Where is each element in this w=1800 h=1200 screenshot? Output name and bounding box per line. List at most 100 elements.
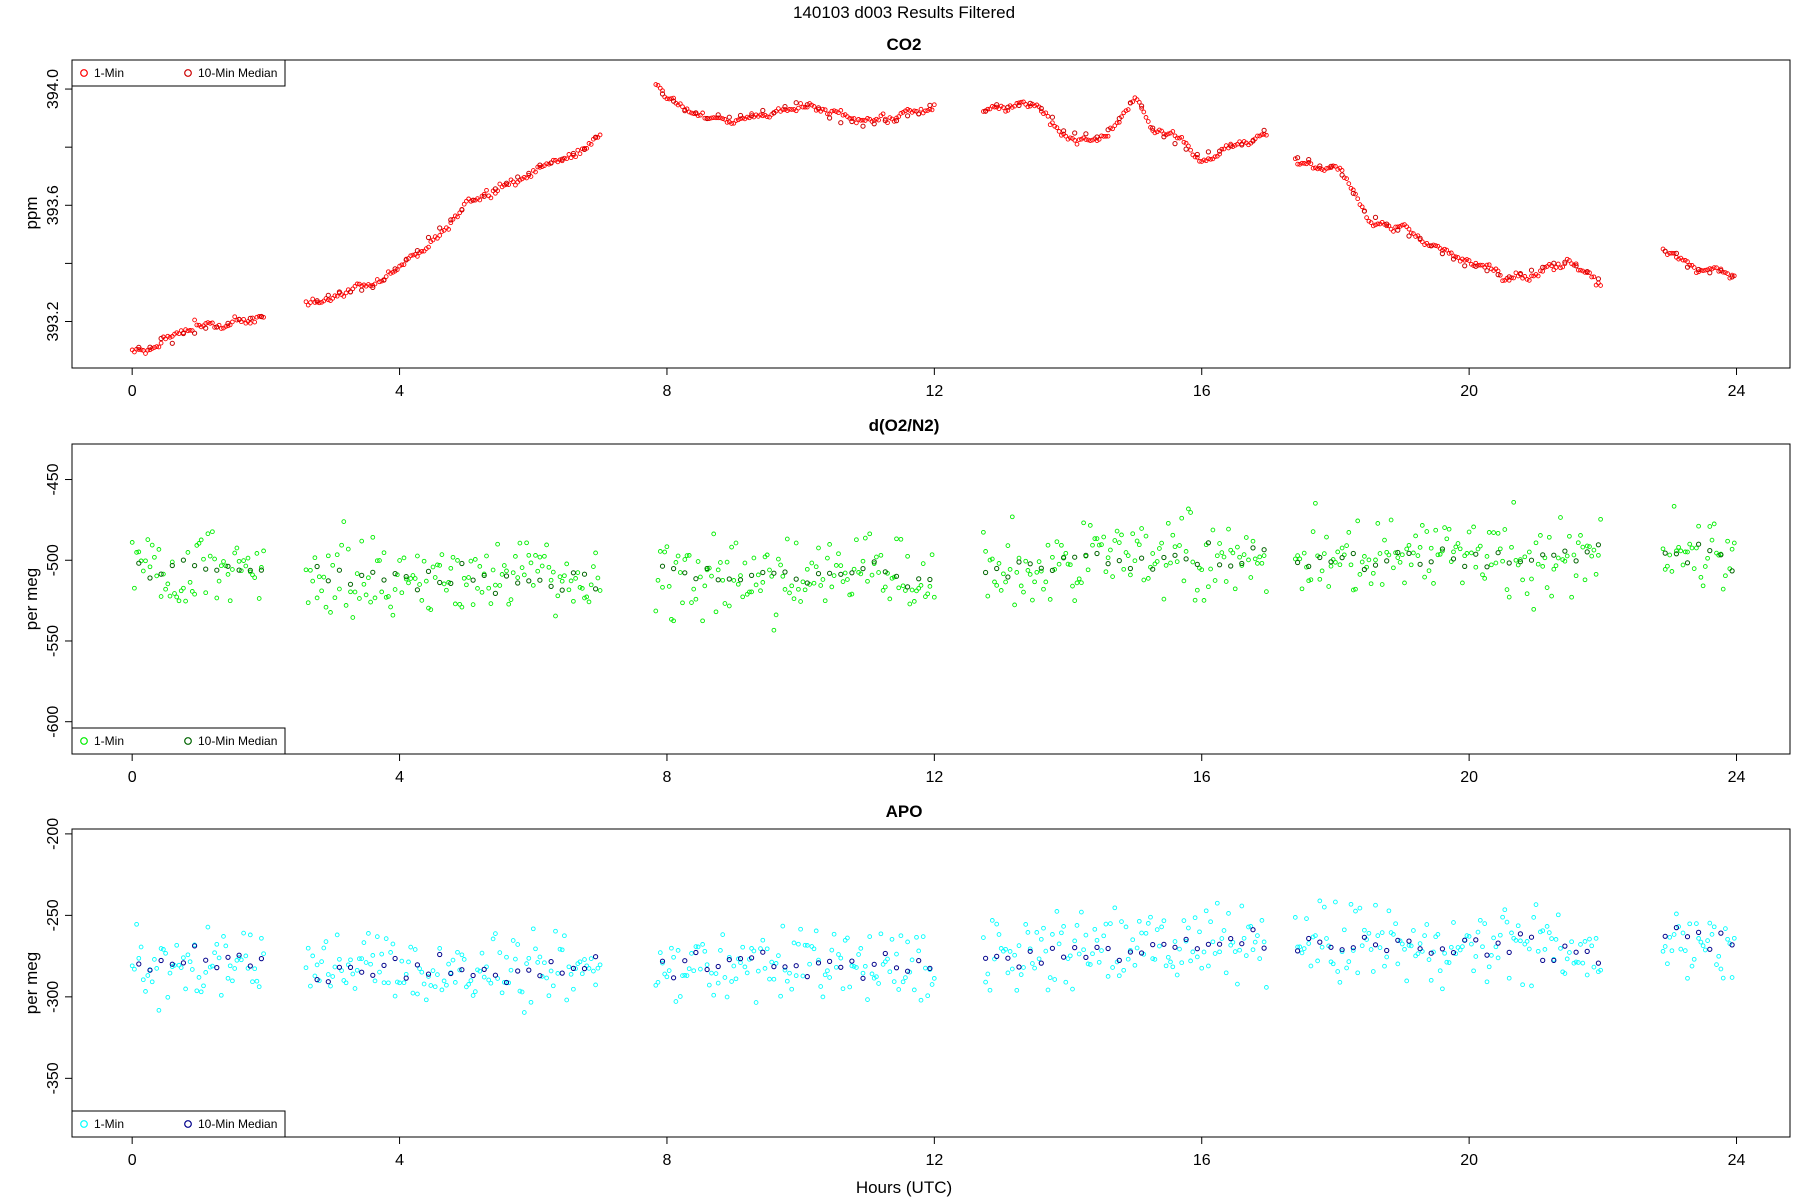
median-point <box>704 565 710 572</box>
x-tick-label: 24 <box>1728 769 1746 786</box>
one-min-point <box>1437 968 1443 974</box>
one-min-point <box>1346 181 1352 186</box>
one-min-point <box>1012 602 1017 608</box>
median-point <box>760 949 766 955</box>
one-min-point <box>1495 530 1501 536</box>
one-min-point <box>1255 561 1260 566</box>
one-min-point <box>742 560 748 566</box>
one-min-point <box>493 931 498 936</box>
one-min-point <box>568 971 574 977</box>
median-point <box>882 950 888 957</box>
median-point <box>359 969 365 975</box>
one-min-point <box>1370 223 1376 229</box>
one-min-point <box>390 941 396 947</box>
one-min-point <box>566 964 572 970</box>
x-tick-label: 4 <box>395 383 404 400</box>
median-point <box>136 344 142 350</box>
one-min-point <box>345 546 351 552</box>
one-min-point <box>666 968 672 973</box>
one-min-point <box>1125 553 1131 558</box>
legend-marker-median <box>184 69 192 77</box>
median-point <box>737 112 744 119</box>
one-min-point <box>1206 584 1211 590</box>
one-min-point <box>314 962 320 968</box>
one-min-point <box>1161 131 1167 137</box>
one-min-point <box>383 594 389 600</box>
one-min-point <box>1696 523 1701 529</box>
one-min-point <box>1366 557 1372 563</box>
one-min-point <box>348 957 353 963</box>
one-min-point <box>1143 115 1149 120</box>
median-point <box>1038 960 1044 966</box>
one-min-point <box>1192 597 1198 603</box>
one-min-point <box>499 990 505 996</box>
one-min-point <box>673 999 679 1004</box>
one-min-point <box>1108 921 1113 926</box>
one-min-point <box>1208 566 1213 572</box>
median-point <box>760 107 766 114</box>
median-point <box>1517 559 1524 565</box>
one-min-point <box>1056 129 1062 134</box>
median-point <box>1228 143 1234 149</box>
one-min-point <box>406 959 411 965</box>
one-min-point <box>486 977 492 983</box>
one-min-point <box>700 942 705 947</box>
one-min-point <box>740 944 746 950</box>
axes-do2n2: 0 4 8 12 16 20 24-450-500-550-600 <box>45 463 1746 786</box>
data-points-apo <box>129 898 1737 1015</box>
one-min-point <box>577 585 583 590</box>
one-min-point <box>1159 128 1164 134</box>
median-point <box>1540 552 1546 558</box>
one-min-point <box>729 544 734 550</box>
one-min-point <box>1163 963 1169 969</box>
one-min-point <box>1099 542 1104 547</box>
one-min-point <box>577 959 583 965</box>
median-point <box>1250 138 1256 144</box>
one-min-point <box>1689 545 1695 551</box>
one-min-point <box>493 582 498 588</box>
one-min-point <box>1310 165 1316 171</box>
one-min-point <box>1344 543 1349 548</box>
one-min-point <box>878 931 884 937</box>
one-min-point <box>140 977 146 983</box>
one-min-point <box>1143 533 1149 539</box>
x-tick-label: 0 <box>128 1152 137 1169</box>
median-point <box>1350 550 1356 557</box>
one-min-point <box>524 961 529 966</box>
median-point <box>994 953 1000 960</box>
one-min-point <box>680 600 685 606</box>
median-point <box>570 965 577 972</box>
one-min-point <box>1134 538 1140 544</box>
legend-label-1min: 1-Min <box>94 734 124 748</box>
one-min-point <box>1041 111 1046 117</box>
median-point <box>1161 941 1167 947</box>
one-min-point <box>472 989 478 994</box>
one-min-point <box>513 956 518 962</box>
median-point <box>425 568 432 575</box>
median-point <box>347 289 354 295</box>
one-min-point <box>401 980 407 986</box>
one-min-point <box>791 940 797 946</box>
one-min-point <box>816 545 821 551</box>
one-min-point <box>1348 562 1354 568</box>
median-point <box>448 970 454 977</box>
one-min-point <box>343 980 349 986</box>
one-min-point <box>154 966 160 971</box>
median-point <box>225 320 231 326</box>
one-min-point <box>225 323 231 329</box>
one-min-point <box>568 578 574 584</box>
median-point <box>1261 547 1267 553</box>
one-min-point <box>406 580 411 586</box>
one-min-point <box>1112 123 1118 128</box>
median-point <box>1016 964 1022 970</box>
median-point <box>526 170 532 176</box>
one-min-point <box>158 594 164 599</box>
one-min-point <box>321 945 327 951</box>
one-min-point <box>1295 553 1300 558</box>
one-min-point <box>562 573 567 579</box>
one-min-point <box>1230 550 1236 556</box>
one-min-point <box>1023 558 1029 564</box>
median-point <box>158 957 164 964</box>
one-min-point <box>682 557 688 562</box>
one-min-point <box>666 584 672 589</box>
